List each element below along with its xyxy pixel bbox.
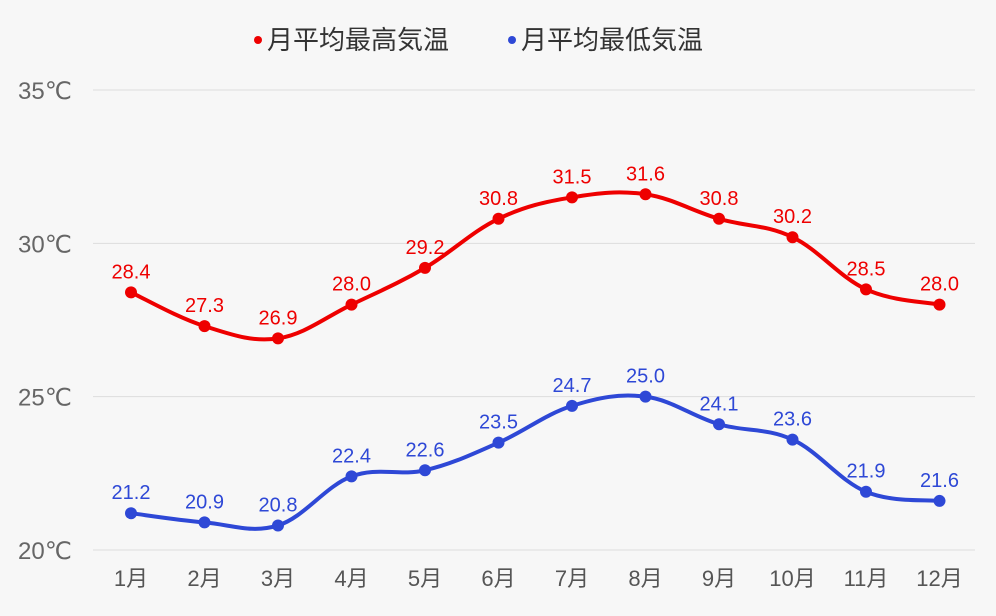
data-label: 21.6 <box>920 470 959 492</box>
x-tick-label: 12月 <box>916 566 962 591</box>
data-point <box>492 436 505 449</box>
data-point <box>125 507 137 520</box>
data-label: 26.9 <box>259 307 298 329</box>
data-label: 28.4 <box>112 261 151 283</box>
x-axis: 1月 2月 3月 4月 5月 6月 7月 8月 9月 10月 11月 12月 <box>114 566 963 591</box>
x-tick-label: 9月 <box>702 566 736 591</box>
legend: 月平均最高気温 月平均最低気温 <box>254 25 703 55</box>
data-point <box>786 433 799 446</box>
legend-marker-max-temp <box>254 36 262 44</box>
data-point <box>860 485 872 498</box>
data-point <box>492 212 505 225</box>
data-label: 21.2 <box>112 482 151 504</box>
data-point <box>639 188 652 201</box>
data-label: 22.4 <box>332 445 371 467</box>
data-point <box>125 286 137 299</box>
data-label: 28.0 <box>920 274 959 296</box>
x-tick-label: 1月 <box>114 566 148 591</box>
data-label: 23.5 <box>479 412 518 434</box>
data-label: 24.1 <box>700 393 739 415</box>
series-line <box>129 393 942 531</box>
data-point <box>198 516 211 529</box>
data-label: 27.3 <box>185 295 224 317</box>
data-label: 28.5 <box>847 258 886 280</box>
gridlines <box>93 89 975 551</box>
x-tick-label: 7月 <box>555 566 589 591</box>
data-label: 30.2 <box>773 206 812 228</box>
data-point <box>419 261 431 274</box>
data-point <box>272 519 284 532</box>
legend-marker-min-temp <box>508 36 516 44</box>
series-layer: 28.4 27.3 26.9 28.0 29.2 30.8 31.5 31.6 30.8 30.2… <box>112 163 959 532</box>
y-axis: 20℃ 25℃ 30℃ 35℃ <box>18 78 72 565</box>
data-label: 30.8 <box>479 188 518 210</box>
data-label: 29.2 <box>406 237 445 259</box>
legend-label-max-temp: 月平均最高気温 <box>267 25 449 55</box>
series-line <box>129 190 942 342</box>
x-tick-label: 6月 <box>481 566 515 591</box>
data-point <box>345 470 358 483</box>
data-point <box>272 332 284 345</box>
data-label: 22.6 <box>406 439 445 461</box>
x-tick-label: 3月 <box>261 566 295 591</box>
data-point <box>933 298 946 311</box>
data-label: 20.8 <box>259 494 298 516</box>
x-tick-label: 5月 <box>408 566 442 591</box>
data-label: 23.6 <box>773 409 812 431</box>
x-tick-label: 11月 <box>844 566 889 591</box>
data-point <box>345 298 358 311</box>
data-point <box>566 191 578 204</box>
y-tick-label: 35℃ <box>18 78 72 105</box>
x-tick-label: 10月 <box>769 566 815 591</box>
x-tick-label: 4月 <box>334 566 368 591</box>
data-point <box>713 418 725 431</box>
data-label: 20.9 <box>185 491 224 513</box>
data-label: 31.5 <box>553 166 592 188</box>
data-label: 30.8 <box>700 188 739 210</box>
data-point <box>713 212 725 225</box>
series-max-temp: 28.4 27.3 26.9 28.0 29.2 30.8 31.5 31.6 30.8 30.2… <box>112 163 959 345</box>
data-label: 25.0 <box>626 366 665 388</box>
data-point <box>566 399 578 412</box>
data-label: 24.7 <box>553 375 592 397</box>
data-point <box>419 464 431 477</box>
legend-label-min-temp: 月平均最低気温 <box>521 25 703 55</box>
data-point <box>860 283 872 296</box>
data-label: 21.9 <box>847 461 886 483</box>
x-tick-label: 8月 <box>628 566 662 591</box>
series-min-temp: 21.2 20.9 20.8 22.4 22.6 23.5 24.7 25.0 24.1 23.6… <box>112 366 959 532</box>
y-tick-label: 25℃ <box>18 385 72 412</box>
data-point <box>198 320 211 333</box>
data-label: 28.0 <box>332 274 371 296</box>
y-tick-label: 30℃ <box>18 231 72 258</box>
data-label: 31.6 <box>626 163 665 185</box>
data-point <box>639 390 652 403</box>
data-point <box>786 231 799 244</box>
y-tick-label: 20℃ <box>18 538 72 565</box>
data-point <box>933 494 946 507</box>
x-tick-label: 2月 <box>187 566 221 591</box>
